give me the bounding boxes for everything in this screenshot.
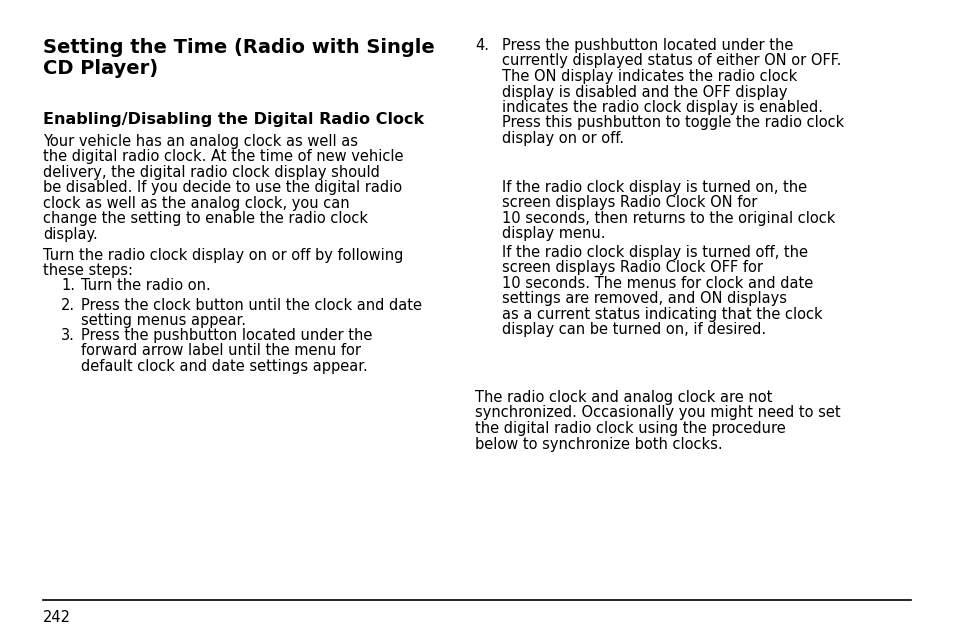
Text: screen displays Radio Clock ON for: screen displays Radio Clock ON for	[501, 195, 757, 211]
Text: If the radio clock display is turned off, the: If the radio clock display is turned off…	[501, 245, 807, 260]
Text: these steps:: these steps:	[43, 263, 132, 279]
Text: screen displays Radio Clock OFF for: screen displays Radio Clock OFF for	[501, 261, 762, 275]
Text: Press the pushbutton located under the: Press the pushbutton located under the	[501, 38, 793, 53]
Text: setting menus appear.: setting menus appear.	[81, 314, 246, 329]
Text: Setting the Time (Radio with Single: Setting the Time (Radio with Single	[43, 38, 435, 57]
Text: the digital radio clock using the procedure: the digital radio clock using the proced…	[475, 421, 785, 436]
Text: be disabled. If you decide to use the digital radio: be disabled. If you decide to use the di…	[43, 181, 402, 195]
Text: The ON display indicates the radio clock: The ON display indicates the radio clock	[501, 69, 797, 84]
Text: 3.: 3.	[61, 328, 74, 343]
Text: display on or off.: display on or off.	[501, 131, 623, 146]
Text: synchronized. Occasionally you might need to set: synchronized. Occasionally you might nee…	[475, 406, 840, 420]
Text: display can be turned on, if desired.: display can be turned on, if desired.	[501, 322, 765, 338]
Text: 2.: 2.	[61, 298, 75, 313]
Text: Press the pushbutton located under the: Press the pushbutton located under the	[81, 328, 372, 343]
Text: clock as well as the analog clock, you can: clock as well as the analog clock, you c…	[43, 196, 349, 211]
Text: indicates the radio clock display is enabled.: indicates the radio clock display is ena…	[501, 100, 822, 115]
Text: Turn the radio clock display on or off by following: Turn the radio clock display on or off b…	[43, 248, 403, 263]
Text: below to synchronize both clocks.: below to synchronize both clocks.	[475, 436, 721, 452]
Text: forward arrow label until the menu for: forward arrow label until the menu for	[81, 343, 360, 359]
Text: Your vehicle has an analog clock as well as: Your vehicle has an analog clock as well…	[43, 134, 357, 149]
Text: settings are removed, and ON displays: settings are removed, and ON displays	[501, 291, 786, 307]
Text: currently displayed status of either ON or OFF.: currently displayed status of either ON …	[501, 53, 841, 69]
Text: Enabling/Disabling the Digital Radio Clock: Enabling/Disabling the Digital Radio Clo…	[43, 112, 424, 127]
Text: The radio clock and analog clock are not: The radio clock and analog clock are not	[475, 390, 772, 405]
Text: the digital radio clock. At the time of new vehicle: the digital radio clock. At the time of …	[43, 149, 403, 165]
Text: default clock and date settings appear.: default clock and date settings appear.	[81, 359, 367, 374]
Text: display is disabled and the OFF display: display is disabled and the OFF display	[501, 85, 786, 99]
Text: Press this pushbutton to toggle the radio clock: Press this pushbutton to toggle the radi…	[501, 116, 843, 130]
Text: If the radio clock display is turned on, the: If the radio clock display is turned on,…	[501, 180, 806, 195]
Text: CD Player): CD Player)	[43, 59, 158, 78]
Text: 1.: 1.	[61, 278, 75, 293]
Text: Turn the radio on.: Turn the radio on.	[81, 278, 211, 293]
Text: display menu.: display menu.	[501, 226, 605, 242]
Text: display.: display.	[43, 227, 97, 242]
Text: 10 seconds. The menus for clock and date: 10 seconds. The menus for clock and date	[501, 276, 812, 291]
Text: change the setting to enable the radio clock: change the setting to enable the radio c…	[43, 212, 368, 226]
Text: 242: 242	[43, 610, 71, 625]
Text: Press the clock button until the clock and date: Press the clock button until the clock a…	[81, 298, 421, 313]
Text: 4.: 4.	[475, 38, 489, 53]
Text: 10 seconds, then returns to the original clock: 10 seconds, then returns to the original…	[501, 211, 835, 226]
Text: delivery, the digital radio clock display should: delivery, the digital radio clock displa…	[43, 165, 379, 180]
Text: as a current status indicating that the clock: as a current status indicating that the …	[501, 307, 821, 322]
